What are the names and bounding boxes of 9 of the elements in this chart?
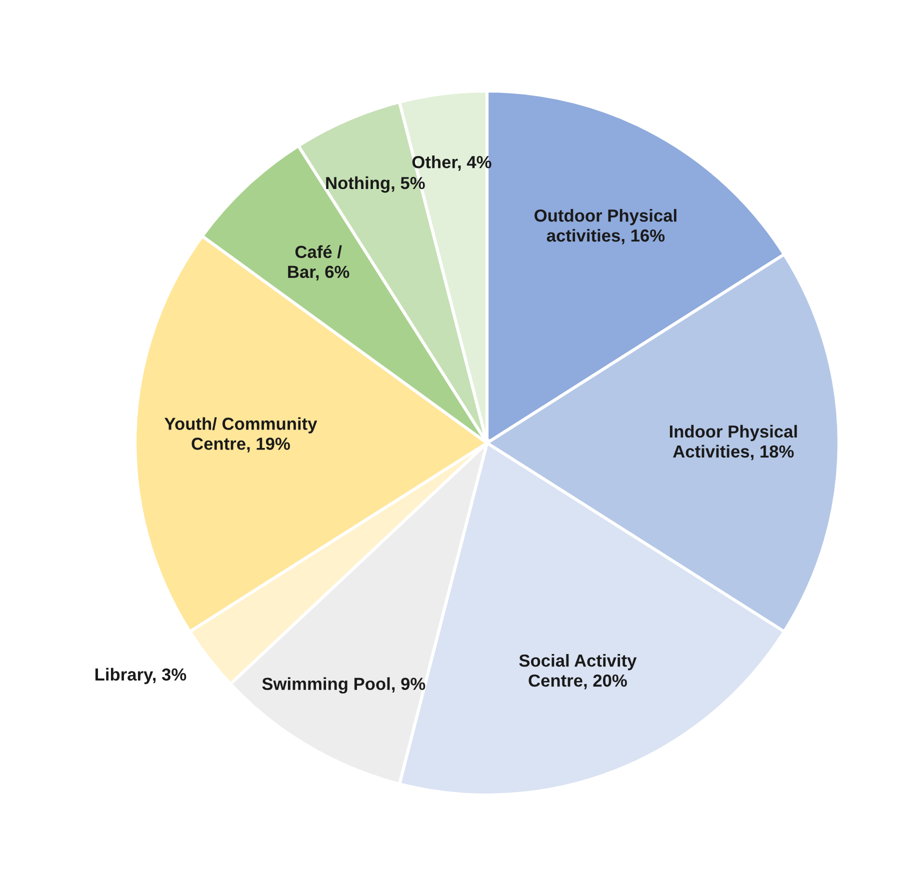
slice-label: Other, 4% — [412, 156, 492, 171]
slice-label: Library, 3% — [95, 668, 186, 684]
slice-label: Outdoor Physical activities, 16% — [534, 209, 676, 244]
slice-label: Youth/ Community Centre, 19% — [164, 417, 318, 452]
slice-label: Nothing, 5% — [326, 176, 425, 193]
slice-label: Café / Bar, 6% — [288, 245, 350, 281]
slice-label: Indoor Physical Activities, 18% — [670, 424, 797, 460]
slice-label: Social Activity Centre, 20% — [519, 654, 637, 690]
slice-label: Swimming Pool, 9% — [262, 677, 426, 694]
